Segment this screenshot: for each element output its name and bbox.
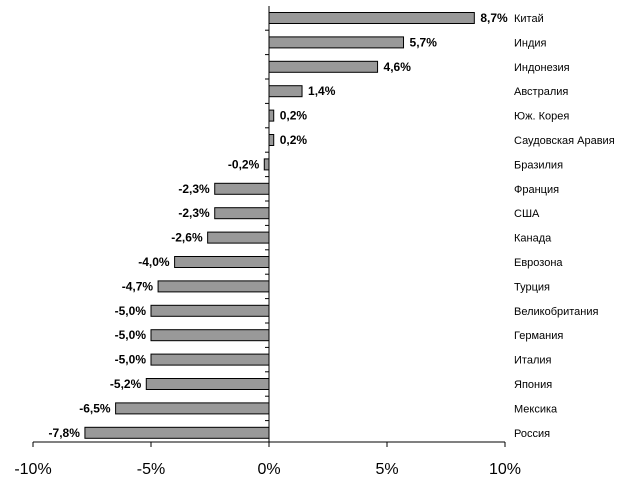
- category-label: Китай: [514, 13, 544, 25]
- value-label: 4,6%: [384, 60, 412, 74]
- x-tick-label: 5%: [375, 461, 398, 478]
- value-label: 1,4%: [308, 84, 336, 98]
- value-label: -2,3%: [178, 206, 210, 220]
- value-label: -4,0%: [138, 255, 170, 269]
- bar: [145, 378, 270, 390]
- value-label: -5,0%: [115, 304, 147, 318]
- bar: [150, 353, 270, 366]
- category-label: Австралия: [514, 86, 568, 98]
- bar: [214, 207, 270, 220]
- value-label: -2,6%: [171, 231, 203, 245]
- bar: [268, 36, 405, 49]
- bars-layer: [84, 12, 475, 439]
- bar: [157, 280, 270, 293]
- category-label: Еврозона: [514, 257, 563, 269]
- category-label: США: [514, 208, 540, 220]
- x-tick-label: 0%: [257, 461, 280, 478]
- category-label: Италия: [514, 355, 552, 367]
- value-label: -0,2%: [228, 157, 260, 171]
- value-label: -7,8%: [49, 426, 81, 440]
- category-label: Юж. Корея: [514, 111, 569, 123]
- bar: [268, 85, 303, 98]
- category-label: Бразилия: [514, 159, 563, 171]
- value-label: -5,0%: [115, 353, 147, 367]
- category-label: Мексика: [514, 403, 558, 415]
- bar: [84, 426, 270, 439]
- category-labels-layer: Китай Индия Индонезия Австралия Юж. Корея Сау…: [514, 13, 615, 440]
- value-label: -2,3%: [178, 182, 210, 196]
- category-label: Франция: [514, 184, 559, 196]
- category-label: Индонезия: [514, 62, 570, 74]
- category-label: Индия: [514, 37, 547, 49]
- bar: [150, 304, 270, 317]
- bar: [207, 231, 270, 244]
- x-tick-label: -5%: [137, 461, 165, 478]
- x-tick-label: 10%: [489, 461, 521, 478]
- x-ticks: -10% -5% 0% 5% 10%: [14, 29, 521, 478]
- category-label: Канада: [514, 233, 552, 245]
- bar: [214, 182, 270, 195]
- value-labels-layer: 8,7%5,7%4,6%1,4%0,2%0,2%-0,2%-2,3%-2,3%-…: [49, 11, 508, 440]
- bar: [268, 109, 275, 122]
- category-label: Япония: [514, 379, 552, 391]
- bar: [268, 12, 475, 24]
- value-label: -5,2%: [110, 377, 142, 391]
- x-tick-label: -10%: [14, 461, 51, 478]
- category-label: Россия: [514, 428, 550, 440]
- value-label: 0,2%: [280, 109, 308, 123]
- category-label: Великобритания: [514, 306, 599, 318]
- bar: [263, 158, 270, 171]
- value-label: 8,7%: [480, 11, 508, 25]
- bar: [268, 134, 275, 146]
- value-label: 5,7%: [410, 35, 438, 49]
- value-label: -4,7%: [122, 279, 154, 293]
- bar: [174, 256, 270, 268]
- bar: [115, 402, 270, 415]
- bar: [268, 60, 379, 73]
- axes: [33, 6, 505, 443]
- category-label: Германия: [514, 330, 563, 342]
- category-label: Саудовская Аравия: [514, 135, 615, 147]
- bar: [150, 329, 270, 342]
- value-label: -5,0%: [115, 328, 147, 342]
- category-label: Турция: [514, 281, 550, 293]
- value-label: -6,5%: [79, 401, 111, 415]
- value-label: 0,2%: [280, 133, 308, 147]
